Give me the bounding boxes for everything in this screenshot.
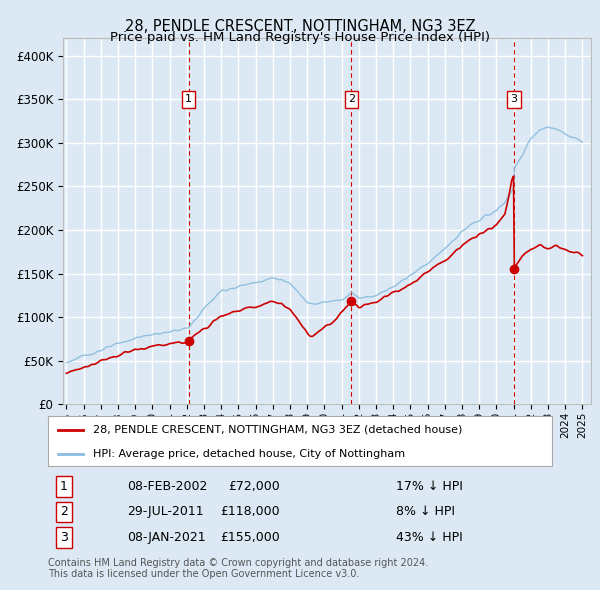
Text: £155,000: £155,000 bbox=[221, 531, 280, 544]
Text: Price paid vs. HM Land Registry's House Price Index (HPI): Price paid vs. HM Land Registry's House … bbox=[110, 31, 490, 44]
Text: £118,000: £118,000 bbox=[221, 505, 280, 519]
Text: 29-JUL-2011: 29-JUL-2011 bbox=[127, 505, 204, 519]
Text: 2: 2 bbox=[60, 505, 68, 519]
Text: Contains HM Land Registry data © Crown copyright and database right 2024.
This d: Contains HM Land Registry data © Crown c… bbox=[48, 558, 428, 579]
Text: 08-JAN-2021: 08-JAN-2021 bbox=[127, 531, 206, 544]
Text: 43% ↓ HPI: 43% ↓ HPI bbox=[397, 531, 463, 544]
Text: 17% ↓ HPI: 17% ↓ HPI bbox=[397, 480, 463, 493]
Text: 3: 3 bbox=[60, 531, 68, 544]
Text: HPI: Average price, detached house, City of Nottingham: HPI: Average price, detached house, City… bbox=[94, 448, 406, 458]
Text: £72,000: £72,000 bbox=[229, 480, 280, 493]
Text: 28, PENDLE CRESCENT, NOTTINGHAM, NG3 3EZ: 28, PENDLE CRESCENT, NOTTINGHAM, NG3 3EZ bbox=[125, 19, 475, 34]
Text: 28, PENDLE CRESCENT, NOTTINGHAM, NG3 3EZ (detached house): 28, PENDLE CRESCENT, NOTTINGHAM, NG3 3EZ… bbox=[94, 425, 463, 435]
Text: 1: 1 bbox=[60, 480, 68, 493]
Text: 3: 3 bbox=[511, 94, 518, 104]
Text: 1: 1 bbox=[185, 94, 192, 104]
Text: 8% ↓ HPI: 8% ↓ HPI bbox=[397, 505, 455, 519]
Text: 2: 2 bbox=[348, 94, 355, 104]
Text: 08-FEB-2002: 08-FEB-2002 bbox=[127, 480, 208, 493]
